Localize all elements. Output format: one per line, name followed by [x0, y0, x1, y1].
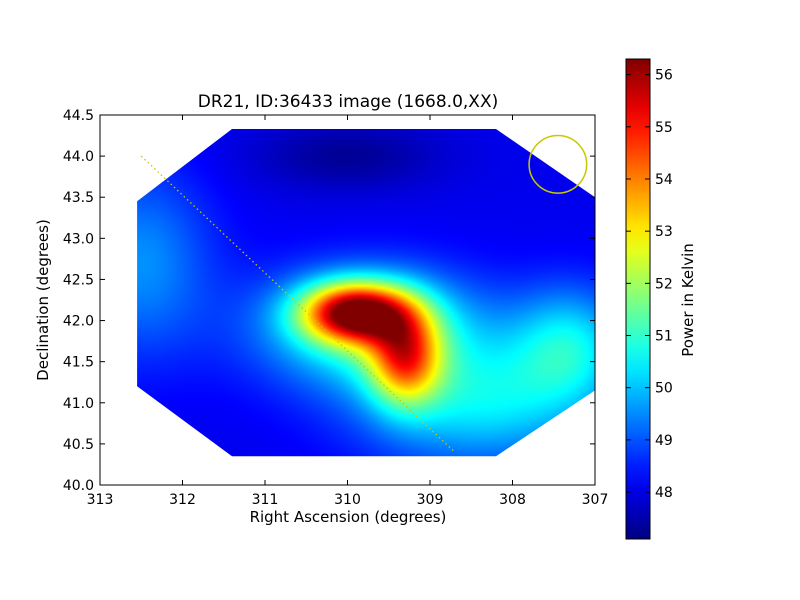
colorbar-frame	[625, 58, 651, 540]
x-tick-label: 312	[169, 492, 196, 508]
x-tick-label: 309	[417, 492, 444, 508]
x-tick-label: 311	[252, 492, 279, 508]
y-tick-label: 40.0	[63, 478, 94, 494]
y-tick-label: 44.5	[63, 108, 94, 124]
colorbar-tick-label: 55	[655, 120, 673, 136]
colorbar-tick-label: 48	[655, 485, 673, 501]
y-tick-label: 42.0	[63, 314, 94, 330]
y-axis-label: Declination (degrees)	[34, 219, 52, 381]
x-tick-label: 307	[582, 492, 609, 508]
y-axis: 40.0 40.5 41.0 41.5 42.0 42.5 43.0 43.5 44.0 44.5	[63, 108, 595, 494]
colorbar-tick-label: 54	[655, 172, 673, 188]
overlays	[140, 134, 588, 453]
y-tick-label: 43.0	[63, 231, 94, 247]
x-axis: 313 312 311 310 309 308 307	[87, 115, 609, 508]
plot-area: 313 312 311 310 309 308 307 40.0 40.5 41.0 41.5 42…	[63, 108, 609, 508]
x-axis-label: Right Ascension (degrees)	[250, 508, 447, 526]
y-tick-label: 41.5	[63, 355, 94, 371]
colorbar-tick-label: 49	[655, 433, 673, 449]
heatmap-image	[137, 129, 595, 457]
x-tick-label: 313	[87, 492, 114, 508]
x-tick-label: 308	[499, 492, 526, 508]
colorbar-label: Power in Kelvin	[679, 243, 697, 357]
colorbar-gradient	[626, 59, 650, 539]
y-tick-label: 42.5	[63, 272, 94, 288]
y-tick-label: 43.5	[63, 190, 94, 206]
colorbar-tick-label: 52	[655, 276, 673, 292]
beam-circle	[528, 134, 588, 194]
colorbar-tick-label: 56	[655, 68, 673, 84]
y-tick-label: 44.0	[63, 149, 94, 165]
colorbar-tick-label: 51	[655, 329, 673, 345]
y-tick-label: 40.5	[63, 437, 94, 453]
colorbar-tick-label: 53	[655, 224, 673, 240]
colorbar: 48 49 50 51 52 53 54 55 56	[625, 58, 673, 540]
x-tick-label: 310	[334, 492, 361, 508]
colorbar-tick-label: 50	[655, 381, 673, 397]
colorbar-ticks: 48 49 50 51 52 53 54 55 56	[626, 68, 673, 501]
y-tick-label: 41.0	[63, 396, 94, 412]
chart-title: DR21, ID:36433 image (1668.0,XX)	[198, 92, 498, 112]
